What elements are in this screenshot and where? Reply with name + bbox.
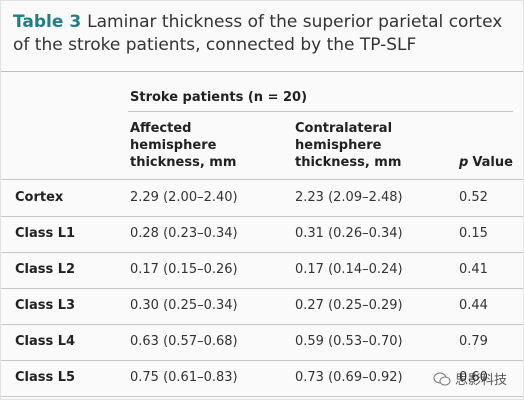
table-cell: 0.31 (0.26–0.34)	[295, 226, 403, 241]
table-cell: 0.17 (0.15–0.26)	[130, 262, 238, 277]
column-header-line: hemisphere	[130, 138, 217, 153]
table-cell: 0.60	[459, 370, 488, 385]
column-header-line: thickness, mm	[295, 155, 402, 170]
table-cell: 0.75 (0.61–0.83)	[130, 370, 238, 385]
table-cell: 0.27 (0.25–0.29)	[295, 298, 403, 313]
column-header: Contralateral hemisphere thickness, mm	[295, 120, 401, 171]
table-cell: 0.15	[459, 226, 488, 241]
row-rule	[1, 360, 523, 361]
row-rule	[1, 216, 523, 217]
table-cell: 0.30 (0.25–0.34)	[130, 298, 238, 313]
column-header-line: Affected	[130, 121, 192, 136]
column-header: p Value	[459, 154, 513, 171]
table-cell: 0.63 (0.57–0.68)	[130, 334, 238, 349]
table-cell: 0.79	[459, 334, 488, 349]
title-text: Laminar thickness of the superior pariet…	[13, 12, 503, 55]
table-cell: 2.29 (2.00–2.40)	[130, 190, 238, 205]
column-header: Affected hemisphere thickness, mm	[130, 120, 236, 171]
header-rule	[1, 179, 523, 180]
row-label: Class L1	[15, 226, 76, 241]
top-rule	[1, 71, 523, 72]
table-cell: 0.52	[459, 190, 488, 205]
column-header-text: Value	[472, 155, 513, 170]
group-header: Stroke patients (n = 20)	[130, 90, 308, 105]
row-label: Class L5	[15, 370, 76, 385]
column-header-line: Contralateral	[295, 121, 393, 136]
watermark: 思影科技	[433, 369, 507, 388]
table-title: Table 3 Laminar thickness of the superior…	[13, 11, 513, 57]
watermark-icon	[433, 372, 451, 385]
row-rule	[1, 252, 523, 253]
table-cell: 0.44	[459, 298, 488, 313]
row-rule	[1, 396, 523, 397]
row-label: Cortex	[15, 190, 64, 205]
table-cell: 2.23 (2.09–2.48)	[295, 190, 403, 205]
column-header-line: thickness, mm	[130, 155, 237, 170]
p-symbol: p	[459, 155, 469, 170]
column-header-line: hemisphere	[295, 138, 382, 153]
row-label: Class L3	[15, 298, 76, 313]
row-rule	[1, 324, 523, 325]
watermark-text: 思影科技	[454, 373, 507, 388]
table-cell: 0.73 (0.69–0.92)	[295, 370, 403, 385]
row-rule	[1, 288, 523, 289]
table-label: Table 3	[13, 12, 82, 32]
table-cell: 0.41	[459, 262, 488, 277]
row-label: Class L4	[15, 334, 76, 349]
table-cell: 0.28 (0.23–0.34)	[130, 226, 238, 241]
table-cell: 0.17 (0.14–0.24)	[295, 262, 403, 277]
group-rule	[128, 111, 513, 112]
table-cell: 0.59 (0.53–0.70)	[295, 334, 403, 349]
row-label: Class L2	[15, 262, 76, 277]
